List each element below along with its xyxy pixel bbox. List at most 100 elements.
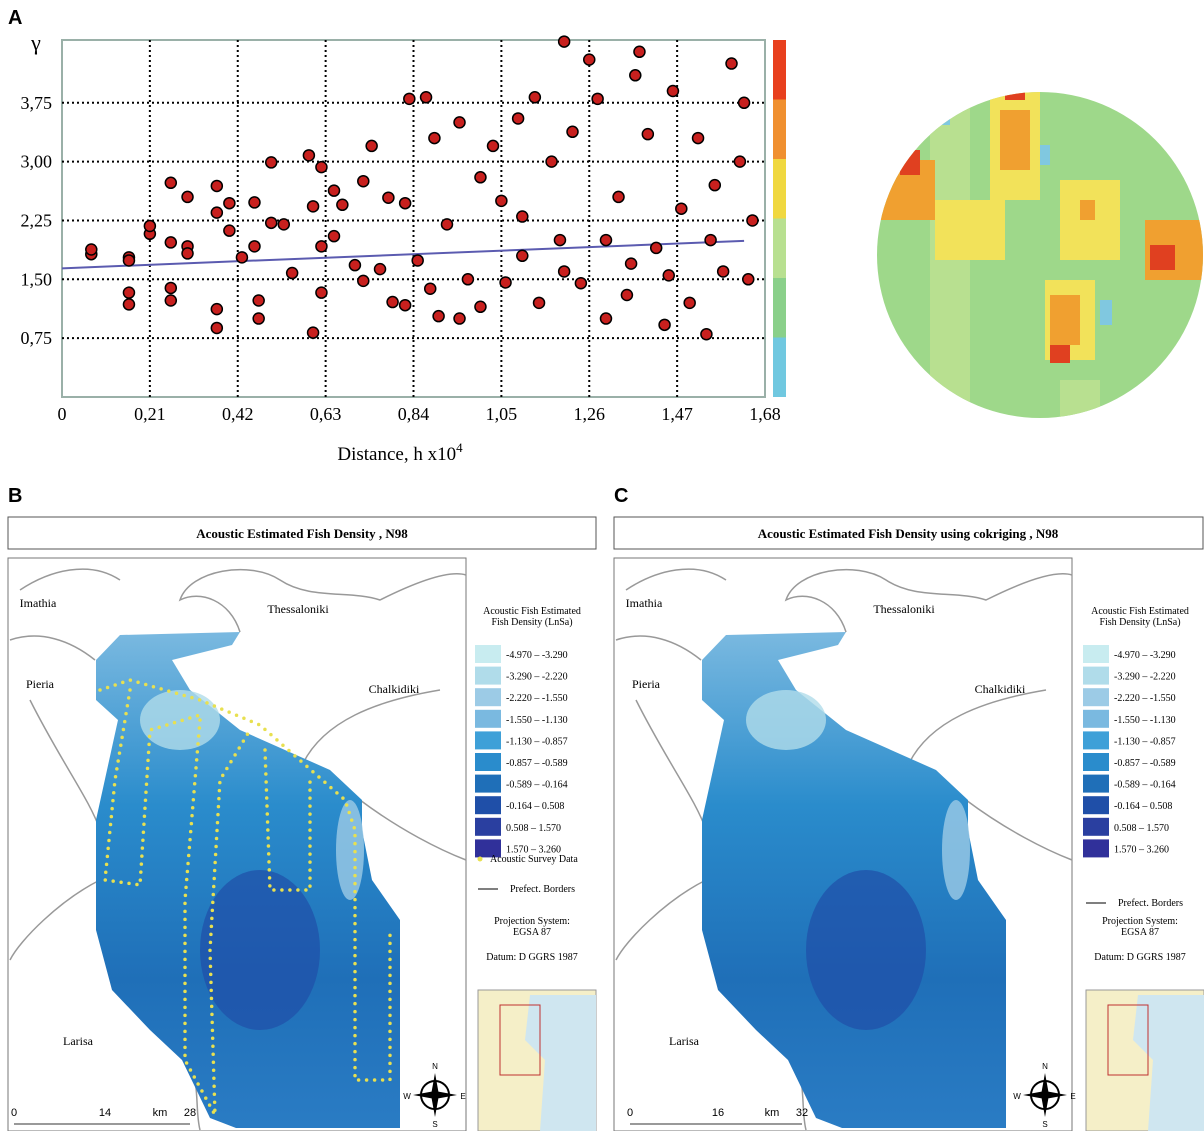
y-tick-label: 0,75 <box>21 328 53 348</box>
point <box>718 266 729 277</box>
point <box>308 327 319 338</box>
y-tick-label: 3,75 <box>21 93 53 113</box>
point <box>475 172 486 183</box>
y-tick-label: 1,50 <box>21 269 53 289</box>
legend-title: Acoustic Fish Estimated <box>1091 606 1189 617</box>
point <box>488 140 499 151</box>
page: {"panel_labels": ["A", "B", "C"], "chart… <box>0 0 1204 1131</box>
point <box>575 278 586 289</box>
legend-label: 0.508 – 1.570 <box>1114 823 1169 834</box>
datum-text: Datum: D GGRS 1987 <box>1094 952 1185 963</box>
legend-swatch <box>475 645 501 663</box>
legend-label: Prefect. Borders <box>1118 898 1183 909</box>
scale-label: 32 <box>796 1107 808 1119</box>
legend-label: -0.857 – -0.589 <box>506 758 568 769</box>
point <box>383 192 394 203</box>
projection-text: Projection System: <box>1102 916 1178 927</box>
x-axis-label: Distance, h x104 <box>337 440 463 465</box>
legend-swatch <box>1083 688 1109 706</box>
legend-swatch <box>1083 710 1109 728</box>
point <box>328 231 339 242</box>
legend-swatch <box>475 731 501 749</box>
point <box>421 92 432 103</box>
legend-swatch <box>475 667 501 685</box>
map-title: Acoustic Estimated Fish Density using co… <box>758 526 1059 541</box>
point <box>358 275 369 286</box>
legend-survey-marker <box>478 857 483 862</box>
projection-text: EGSA 87 <box>513 927 551 938</box>
x-axis-label-sup: 4 <box>456 440 463 455</box>
figure: ABC00,210,420,630,841,051,261,471,680,75… <box>0 0 1204 1131</box>
legend-label: -0.164 – 0.508 <box>1114 801 1172 812</box>
point <box>676 203 687 214</box>
legend-label: -3.290 – -2.220 <box>1114 672 1176 683</box>
point <box>743 274 754 285</box>
point <box>621 290 632 301</box>
legend-label: -2.220 – -1.550 <box>1114 693 1176 704</box>
legend-swatch <box>475 753 501 771</box>
legend-swatch <box>475 775 501 793</box>
point <box>211 180 222 191</box>
point <box>667 86 678 97</box>
legend-swatch <box>1083 667 1109 685</box>
place-name: Larisa <box>63 1034 94 1048</box>
colorbar-segment <box>773 219 786 279</box>
legend-label: Prefect. Borders <box>510 884 575 895</box>
point <box>441 219 452 230</box>
point <box>739 97 750 108</box>
legend-label: -3.290 – -2.220 <box>506 672 568 683</box>
scale-label: 0 <box>627 1107 633 1119</box>
scale-label: km <box>153 1107 168 1119</box>
legend-swatch <box>475 710 501 728</box>
low-density-patch <box>336 800 364 900</box>
point <box>663 270 674 281</box>
legend-swatch <box>475 818 501 836</box>
point <box>584 54 595 65</box>
panel-label: B <box>8 485 22 507</box>
scale-label: km <box>765 1107 780 1119</box>
legend-swatch <box>475 688 501 706</box>
point <box>316 162 327 173</box>
scale-label: 28 <box>184 1107 196 1119</box>
point <box>400 300 411 311</box>
point <box>165 295 176 306</box>
point <box>224 198 235 209</box>
place-name: Chalkidiki <box>369 682 420 696</box>
legend-label: -0.164 – 0.508 <box>506 801 564 812</box>
point <box>349 260 360 271</box>
scale-label: 16 <box>712 1107 724 1119</box>
panel-label: A <box>8 7 22 29</box>
low-density-patch <box>942 800 970 900</box>
point <box>500 277 511 288</box>
point <box>249 241 260 252</box>
colorbar-segment <box>773 40 786 100</box>
x-tick-label: 0,21 <box>134 404 166 424</box>
point <box>86 244 97 255</box>
point <box>747 215 758 226</box>
point <box>684 297 695 308</box>
point <box>236 252 247 263</box>
point <box>253 295 264 306</box>
low-density-patch <box>140 690 220 750</box>
point <box>400 198 411 209</box>
legend-swatch <box>1083 645 1109 663</box>
point <box>651 242 662 253</box>
projection-text: Projection System: <box>494 916 570 927</box>
map-title: Acoustic Estimated Fish Density , N98 <box>196 526 408 541</box>
point <box>123 255 134 266</box>
point <box>249 197 260 208</box>
point <box>211 207 222 218</box>
point <box>693 133 704 144</box>
legend-title: Acoustic Fish Estimated <box>483 606 581 617</box>
x-tick-label: 0,42 <box>222 404 254 424</box>
legend-label: -0.857 – -0.589 <box>1114 758 1176 769</box>
legend-label: -0.589 – -0.164 <box>1114 780 1176 791</box>
point <box>308 201 319 212</box>
point <box>559 36 570 47</box>
place-name: Pieria <box>26 677 55 691</box>
point <box>600 235 611 246</box>
x-tick-label: 1,47 <box>661 404 693 424</box>
point <box>701 329 712 340</box>
point <box>600 313 611 324</box>
point <box>626 258 637 269</box>
